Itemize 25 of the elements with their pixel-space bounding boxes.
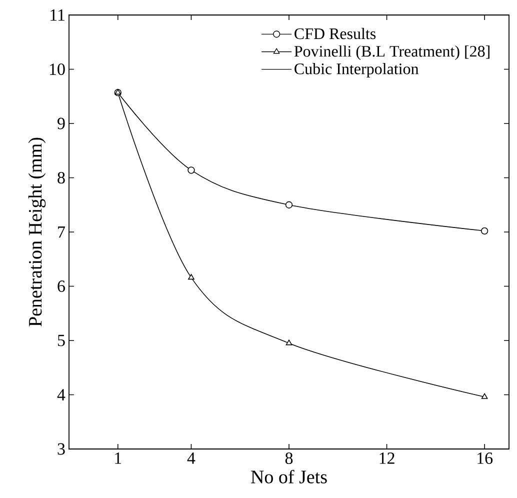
x-tick-label: 16 <box>478 452 493 464</box>
point <box>188 274 194 280</box>
y-axis-title: Penetration Height (mm) <box>28 138 46 326</box>
y-tick-label: 7 <box>58 226 65 238</box>
x-tick-label: 4 <box>187 452 196 464</box>
point <box>285 201 293 208</box>
y-tick-label: 11 <box>50 9 64 21</box>
legend-label: Cubic Interpolation <box>294 63 419 78</box>
point <box>286 340 292 346</box>
y-tick-label: 5 <box>58 334 65 346</box>
y-tick-label: 8 <box>58 172 65 184</box>
x-tick-label: 8 <box>285 452 293 464</box>
point <box>188 166 195 174</box>
x-axis-title: No of Jets <box>251 470 327 484</box>
x-tick-label: 1 <box>115 452 122 464</box>
x-tick-label: 12 <box>380 452 394 464</box>
legend-label: Povinelli (B.L Treatment) [28] <box>294 45 490 60</box>
legend-label: CFD Results <box>294 28 376 40</box>
y-tick-label: 9 <box>58 118 65 130</box>
y-tick-label: 3 <box>58 443 65 455</box>
y-tick-label: 4 <box>57 389 66 400</box>
point <box>480 227 488 235</box>
y-tick-label: 10 <box>50 64 65 75</box>
point <box>481 393 488 399</box>
y-tick-label: 6 <box>58 280 65 292</box>
